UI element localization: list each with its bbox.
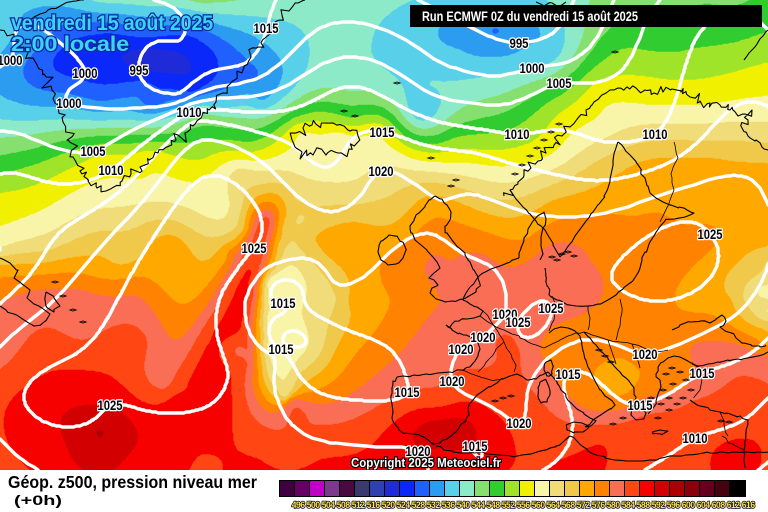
svg-text:540: 540 [457,500,470,510]
svg-text:vendredi 15 août 2025: vendredi 15 août 2025 [11,11,213,35]
svg-text:544: 544 [472,500,485,510]
svg-text:1025: 1025 [98,398,123,413]
svg-text:588: 588 [637,500,650,510]
svg-text:1015: 1015 [463,439,488,454]
svg-text:516: 516 [367,500,380,510]
svg-text:564: 564 [547,500,560,510]
svg-text:520: 520 [382,500,395,510]
svg-text:524: 524 [397,500,410,510]
svg-text:1000: 1000 [520,61,545,76]
svg-text:1020: 1020 [449,342,474,357]
svg-text:536: 536 [442,500,455,510]
svg-text:584: 584 [622,500,635,510]
svg-text:580: 580 [607,500,620,510]
svg-text:1020: 1020 [471,330,496,345]
svg-text:1010: 1010 [99,163,124,178]
svg-text:995: 995 [510,36,529,51]
svg-text:496: 496 [292,500,305,510]
svg-text:568: 568 [562,500,575,510]
svg-text:1025: 1025 [506,315,531,330]
svg-text:508: 508 [337,500,350,510]
svg-text:1015: 1015 [269,342,294,357]
svg-text:500: 500 [307,500,320,510]
svg-text:528: 528 [412,500,425,510]
svg-text:512: 512 [352,500,365,510]
svg-text:1010: 1010 [177,105,202,120]
svg-text:556: 556 [517,500,530,510]
svg-text:1015: 1015 [370,125,395,140]
svg-text:Run ECMWF 0Z du vendredi 15 ao: Run ECMWF 0Z du vendredi 15 août 2025 [422,9,638,24]
svg-text:1015: 1015 [271,296,296,311]
svg-text:1010: 1010 [643,127,668,142]
svg-text:2:00 locale: 2:00 locale [11,32,129,56]
svg-text:1000: 1000 [73,66,98,81]
svg-text:612: 612 [727,500,740,510]
svg-text:532: 532 [427,500,440,510]
svg-text:1000: 1000 [0,53,23,68]
svg-text:1020: 1020 [406,444,431,459]
svg-text:552: 552 [502,500,515,510]
svg-text:616: 616 [742,500,755,510]
svg-text:600: 600 [682,500,695,510]
svg-text:1005: 1005 [547,76,572,91]
svg-text:592: 592 [652,500,665,510]
svg-text:1020: 1020 [369,164,394,179]
svg-text:1010: 1010 [683,431,708,446]
svg-text:1020: 1020 [440,374,465,389]
svg-text:1015: 1015 [254,21,279,36]
svg-text:1020: 1020 [633,347,658,362]
svg-text:1015: 1015 [395,385,420,400]
svg-text:560: 560 [532,500,545,510]
svg-text:596: 596 [667,500,680,510]
svg-text:995: 995 [130,63,149,78]
svg-text:1010: 1010 [505,127,530,142]
svg-text:Géop. z500, pression niveau me: Géop. z500, pression niveau mer [8,472,257,492]
svg-text:1025: 1025 [539,301,564,316]
svg-text:Copyright 2025 Meteociel.fr: Copyright 2025 Meteociel.fr [351,455,501,470]
svg-text:1015: 1015 [690,366,715,381]
svg-text:608: 608 [712,500,725,510]
svg-text:1025: 1025 [242,241,267,256]
svg-text:504: 504 [322,500,335,510]
svg-text:1020: 1020 [493,307,518,322]
svg-text:572: 572 [577,500,590,510]
svg-text:1025: 1025 [698,227,723,242]
svg-text:1000: 1000 [57,96,82,111]
svg-text:1005: 1005 [81,144,106,159]
svg-text:576: 576 [592,500,605,510]
svg-text:604: 604 [697,500,710,510]
svg-text:1015: 1015 [628,398,653,413]
svg-text:(+0h): (+0h) [14,493,62,508]
svg-text:548: 548 [487,500,500,510]
svg-text:1020: 1020 [507,416,532,431]
svg-text:1015: 1015 [556,367,581,382]
